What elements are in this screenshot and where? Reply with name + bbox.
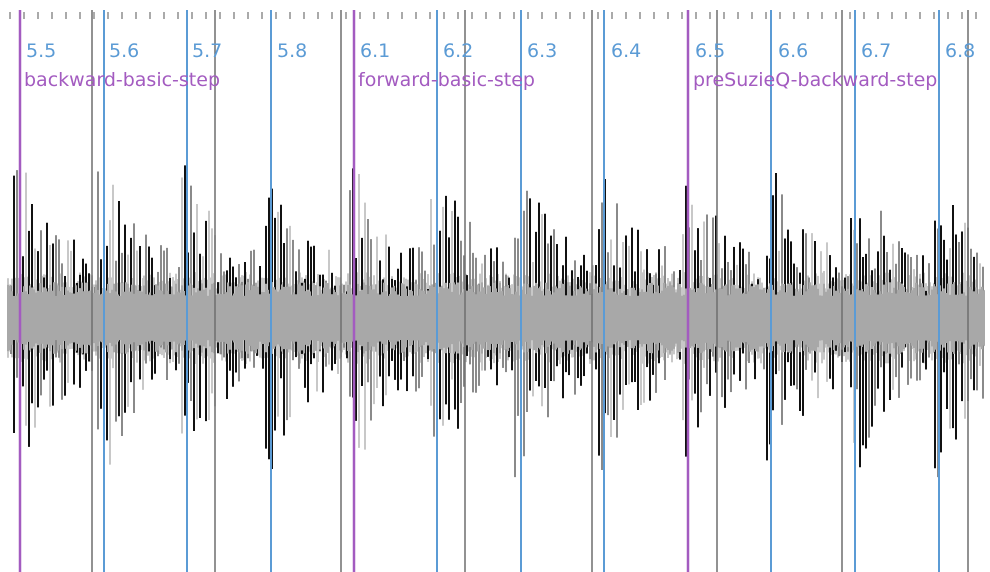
beat-label-6-3: 6.3: [527, 40, 557, 62]
onset-markers: [91, 10, 969, 572]
beat-label-6-2: 6.2: [443, 40, 473, 62]
step-markers[interactable]: [18, 10, 690, 572]
step-label-presuzieq-backward: preSuzieQ-backward-step: [693, 69, 937, 91]
audio-waveform[interactable]: [7, 154, 985, 478]
beat-label-6-8: 6.8: [945, 40, 975, 62]
beat-label-6-1: 6.1: [360, 40, 390, 62]
step-label-backward-basic: backward-basic-step: [24, 69, 220, 91]
beat-label-5-7: 5.7: [192, 40, 222, 62]
beat-markers[interactable]: [103, 10, 940, 572]
beat-label-6-6: 6.6: [778, 40, 808, 62]
beat-label-6-7: 6.7: [861, 40, 891, 62]
beat-label-6-5: 6.5: [695, 40, 725, 62]
beat-label-5-8: 5.8: [277, 40, 307, 62]
beat-label-5-5: 5.5: [26, 40, 56, 62]
time-ruler: [0, 12, 990, 19]
beat-label-6-4: 6.4: [611, 40, 641, 62]
beat-label-5-6: 5.6: [109, 40, 139, 62]
step-label-forward-basic: forward-basic-step: [358, 69, 535, 91]
